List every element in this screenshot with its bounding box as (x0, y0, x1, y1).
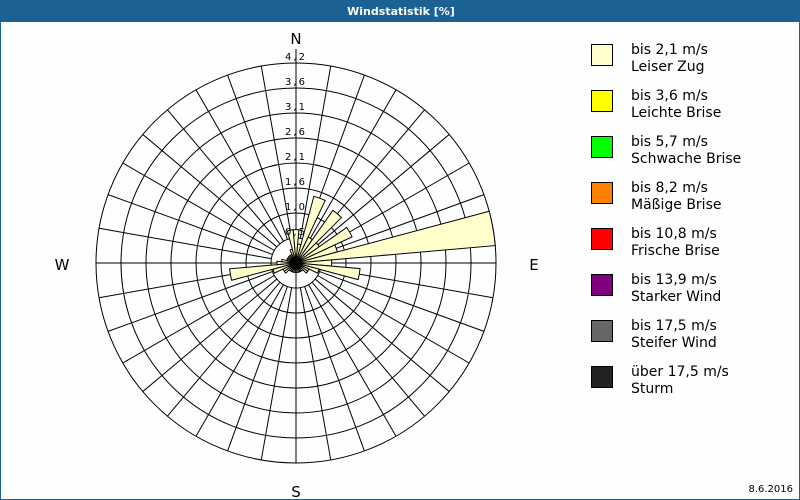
title-bar: Windstatistik [%] (1, 1, 800, 22)
wind-sector-bar (229, 262, 297, 281)
spoke-line (122, 162, 275, 251)
spoke-line (260, 65, 293, 239)
spoke-line (308, 284, 397, 437)
legend-swatch (591, 274, 613, 296)
direction-label-south: S (291, 483, 301, 500)
spoke-line (227, 286, 288, 452)
spoke-line (260, 287, 293, 461)
legend-name: Leichte Brise (631, 105, 722, 121)
wind-sector-bar (295, 210, 496, 264)
spoke-line (299, 65, 332, 239)
direction-label-west: W (55, 256, 70, 274)
spoke-line (142, 134, 278, 248)
legend-speed: bis 8,2 m/s (631, 180, 708, 196)
legend-name: Steifer Wind (631, 335, 717, 351)
legend-speed: bis 5,7 m/s (631, 134, 708, 150)
ring-label: 2,6 (285, 127, 307, 138)
spoke-line (319, 194, 485, 255)
legend-name: Frische Brise (631, 243, 720, 259)
spoke-line (167, 109, 281, 245)
spoke-line (98, 227, 272, 260)
spoke-line (304, 286, 365, 452)
spoke-line (317, 275, 470, 364)
ring-label: 1,0 (285, 202, 307, 213)
legend-swatch (591, 136, 613, 158)
legend-name: Leiser Zug (631, 59, 705, 75)
ring-label: 0,5 (285, 227, 307, 238)
legend-swatch (591, 182, 613, 204)
spoke-line (107, 271, 273, 332)
ring-label: 4,2 (285, 52, 307, 63)
date-label: 8.6.2016 (748, 484, 793, 495)
legend-speed: über 17,5 m/s (631, 364, 729, 380)
spoke-line (314, 278, 450, 392)
legend-speed: bis 17,5 m/s (631, 318, 717, 334)
wind-sector-bar (295, 226, 353, 264)
ring-label: 1,6 (285, 177, 307, 188)
spoke-line (299, 287, 332, 461)
legend-swatch (591, 90, 613, 112)
spoke-line (227, 74, 288, 240)
spoke-line (122, 275, 275, 364)
spoke-line (142, 278, 278, 392)
wind-rose-chart: 0,5 1,0 1,6 2,1 2,6 3,1 3,6 4,2 N E S W (55, 30, 539, 500)
spoke-line (311, 281, 425, 417)
direction-label-east: E (529, 256, 538, 274)
wind-sector-bar (295, 209, 343, 264)
spoke-line (314, 134, 450, 248)
legend-speed: bis 2,1 m/s (631, 42, 708, 58)
legend-swatch (591, 44, 613, 66)
ring-label: 2,1 (285, 152, 307, 163)
spoke-line (308, 89, 397, 242)
ring-label: 3,1 (285, 102, 307, 113)
wind-sector-bar (286, 229, 297, 264)
legend-speed: bis 13,9 m/s (631, 272, 717, 288)
legend-name: Schwache Brise (631, 151, 742, 167)
legend-name: Sturm (631, 381, 674, 397)
legend-name: Starker Wind (631, 289, 722, 305)
legend-name: Mäßige Brise (631, 197, 722, 213)
legend-swatch (591, 228, 613, 250)
spoke-line (319, 271, 485, 332)
legend-swatch (591, 366, 613, 388)
spoke-line (167, 281, 281, 417)
legend-swatch (591, 320, 613, 342)
direction-label-north: N (290, 30, 301, 48)
spoke-line (107, 194, 273, 255)
ring-label: 3,6 (285, 77, 307, 88)
spoke-line (195, 89, 284, 242)
spoke-line (195, 284, 284, 437)
legend-speed: bis 10,8 m/s (631, 226, 717, 242)
legend-speed: bis 3,6 m/s (631, 88, 708, 104)
